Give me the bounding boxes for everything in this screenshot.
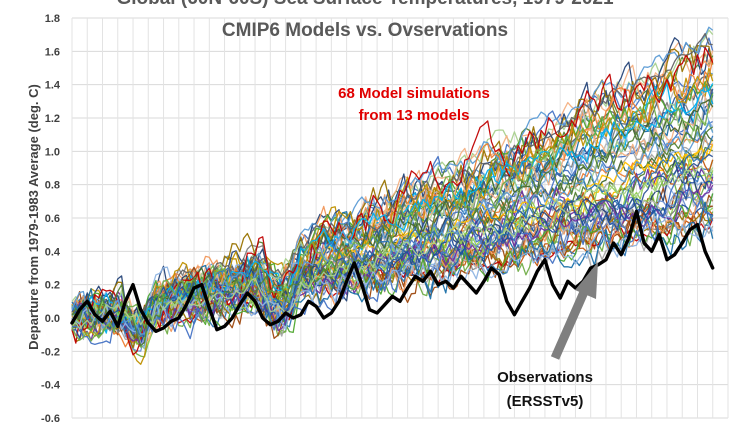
model-simulation-line bbox=[71, 93, 714, 342]
model-simulation-line bbox=[71, 125, 714, 347]
y-tick-label: 0.0 bbox=[45, 313, 60, 325]
observations-line bbox=[70, 209, 715, 333]
observations-annotation-line-2: (ERSSTv5) bbox=[507, 393, 584, 410]
y-tick-label: 1.0 bbox=[45, 146, 60, 158]
observations-arrow bbox=[550, 290, 589, 360]
model-simulation-line bbox=[71, 165, 714, 330]
model-simulation-line bbox=[71, 170, 714, 344]
y-tick-label: 1.4 bbox=[45, 80, 61, 92]
model-simulation-lines bbox=[71, 26, 714, 365]
model-simulation-line bbox=[71, 135, 714, 338]
observations-annotation: Observations (ERSSTv5) bbox=[497, 262, 598, 410]
y-axis-label: Departure from 1979-1983 Average (deg. C… bbox=[26, 84, 41, 350]
y-axis-ticks: -0.6 -0.4 -0.2 0.0 0.2 0.4 0.6 0.8 1.0 1.2 1.4 1.6 1… bbox=[41, 13, 61, 425]
y-tick-label: -0.4 bbox=[41, 380, 61, 392]
model-annotation-line-2: from 13 models bbox=[359, 107, 470, 124]
y-tick-label: 0.6 bbox=[45, 213, 60, 225]
model-simulation-line bbox=[71, 32, 713, 327]
observations-series bbox=[70, 209, 715, 333]
y-tick-label: -0.6 bbox=[41, 413, 60, 425]
model-simulation-line bbox=[71, 215, 714, 349]
y-tick-label: 1.6 bbox=[45, 46, 60, 58]
observations-arrow-head bbox=[575, 262, 598, 299]
chart-title-line-1: Global (60N-60S) Sea Surface Temperature… bbox=[116, 0, 613, 9]
y-tick-label: 0.4 bbox=[45, 246, 61, 258]
observations-annotation-line-1: Observations bbox=[497, 369, 593, 386]
model-annotation: 68 Model simulations from 13 models bbox=[338, 85, 490, 124]
y-tick-label: 0.8 bbox=[45, 180, 60, 192]
model-simulation-line bbox=[71, 208, 714, 341]
y-tick-label: -0.2 bbox=[41, 346, 60, 358]
chart-title-line-2: CMIP6 Models vs. Ovservations bbox=[222, 20, 508, 41]
model-annotation-line-1: 68 Model simulations bbox=[338, 85, 490, 102]
model-simulation-line bbox=[71, 120, 714, 335]
y-tick-label: 1.2 bbox=[45, 113, 60, 125]
y-tick-label: 0.2 bbox=[45, 280, 60, 292]
model-simulation-line bbox=[71, 67, 714, 365]
y-tick-label: 1.8 bbox=[45, 13, 60, 25]
